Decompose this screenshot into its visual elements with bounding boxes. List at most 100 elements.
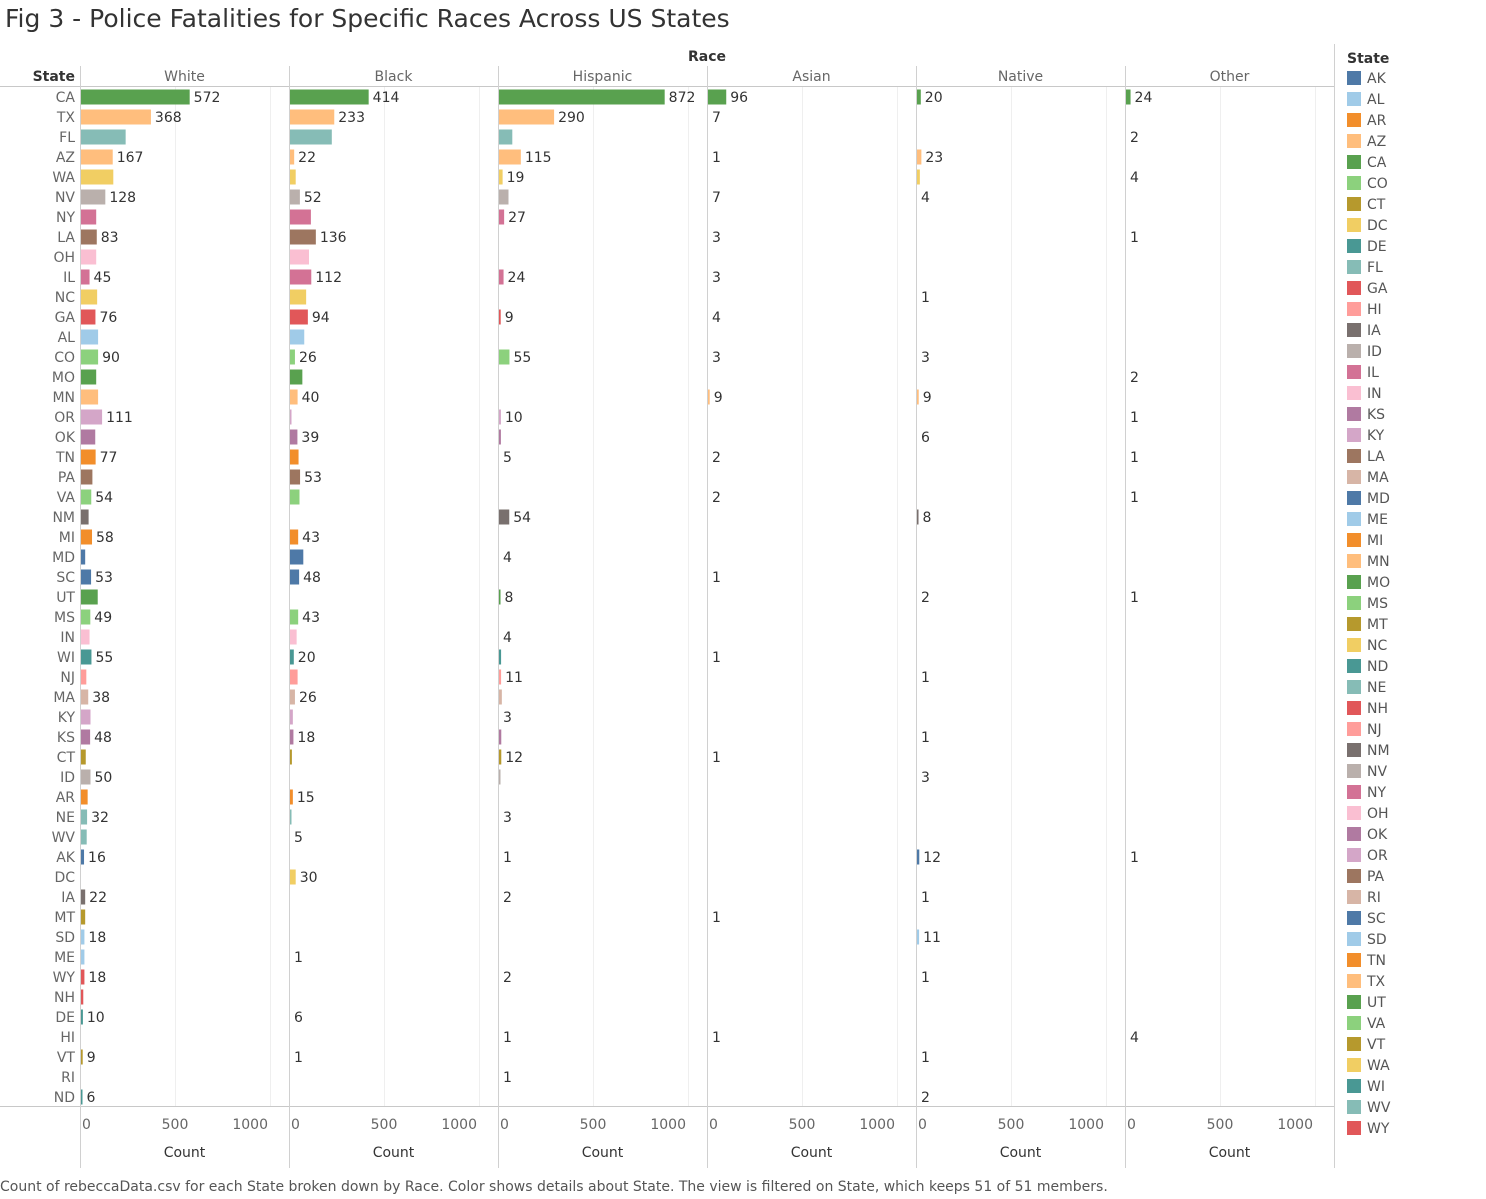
legend-item-vt[interactable]: VT (1347, 1035, 1390, 1056)
legend-item-nv[interactable]: NV (1347, 762, 1390, 783)
legend-item-mt[interactable]: MT (1347, 615, 1390, 636)
legend-item-la[interactable]: LA (1347, 447, 1390, 468)
legend-swatch (1347, 554, 1361, 568)
legend-item-al[interactable]: AL (1347, 90, 1390, 111)
legend-item-oh[interactable]: OH (1347, 804, 1390, 825)
legend-item-ar[interactable]: AR (1347, 111, 1390, 132)
legend-item-co[interactable]: CO (1347, 174, 1390, 195)
legend-label: TN (1367, 953, 1387, 969)
legend-item-wi[interactable]: WI (1347, 1077, 1390, 1098)
data-label: 1 (712, 750, 721, 766)
legend-item-id[interactable]: ID (1347, 342, 1390, 363)
data-label: 1 (921, 1050, 930, 1066)
legend-label: AL (1367, 92, 1385, 108)
x-axis-title: Count (1209, 1145, 1251, 1161)
state-label-wi: WI (57, 650, 75, 666)
state-label-ky: KY (58, 710, 76, 726)
legend-item-ia[interactable]: IA (1347, 321, 1390, 342)
data-label: 11 (505, 670, 523, 686)
data-label: 2 (503, 970, 512, 986)
legend-item-tx[interactable]: TX (1347, 972, 1390, 993)
legend-item-pa[interactable]: PA (1347, 867, 1390, 888)
legend-label: HI (1367, 302, 1382, 318)
bar-white-tn (81, 449, 96, 465)
data-label: 4 (503, 550, 512, 566)
legend-item-wv[interactable]: WV (1347, 1098, 1390, 1119)
bar-white-vt (81, 1049, 83, 1065)
legend-item-il[interactable]: IL (1347, 363, 1390, 384)
legend-item-ut[interactable]: UT (1347, 993, 1390, 1014)
state-label-de: DE (55, 1010, 75, 1026)
legend-item-az[interactable]: AZ (1347, 132, 1390, 153)
data-label: 10 (505, 410, 523, 426)
legend-item-ok[interactable]: OK (1347, 825, 1390, 846)
legend-item-ks[interactable]: KS (1347, 405, 1390, 426)
data-label: 54 (95, 490, 113, 506)
legend-item-ny[interactable]: NY (1347, 783, 1390, 804)
legend-item-ma[interactable]: MA (1347, 468, 1390, 489)
state-label-nd: ND (54, 1090, 75, 1106)
data-label: 368 (155, 110, 182, 126)
legend-item-mn[interactable]: MN (1347, 552, 1390, 573)
data-label: 58 (96, 530, 114, 546)
legend-swatch (1347, 197, 1361, 211)
data-label: 6 (87, 1090, 96, 1106)
legend-item-mo[interactable]: MO (1347, 573, 1390, 594)
data-label: 1 (503, 1030, 512, 1046)
bar-hispanic-tx (499, 109, 555, 125)
legend-item-sc[interactable]: SC (1347, 909, 1390, 930)
legend-item-ak[interactable]: AK (1347, 69, 1390, 90)
bar-native-az (917, 149, 922, 165)
legend-item-wa[interactable]: WA (1347, 1056, 1390, 1077)
legend-item-or[interactable]: OR (1347, 846, 1390, 867)
data-label: 5 (503, 450, 512, 466)
legend-label: GA (1367, 281, 1388, 297)
data-label: 26 (299, 690, 317, 706)
legend-item-mi[interactable]: MI (1347, 531, 1390, 552)
bar-hispanic-co (499, 349, 510, 365)
legend-item-ri[interactable]: RI (1347, 888, 1390, 909)
legend-item-ct[interactable]: CT (1347, 195, 1390, 216)
legend-item-ca[interactable]: CA (1347, 153, 1390, 174)
data-label: 6 (294, 1010, 303, 1026)
legend-item-ne[interactable]: NE (1347, 678, 1390, 699)
state-label-ar: AR (56, 790, 76, 806)
legend-item-de[interactable]: DE (1347, 237, 1390, 258)
data-label: 20 (298, 650, 316, 666)
bar-black-nv (290, 189, 300, 205)
bar-black-ks (290, 729, 294, 745)
legend-label: MT (1367, 617, 1388, 633)
legend-item-in[interactable]: IN (1347, 384, 1390, 405)
legend-swatch (1347, 995, 1361, 1009)
legend-item-ms[interactable]: MS (1347, 594, 1390, 615)
x-tick-label: 500 (371, 1117, 398, 1133)
bar-white-wa (81, 169, 114, 185)
legend-item-me[interactable]: ME (1347, 510, 1390, 531)
legend-item-ky[interactable]: KY (1347, 426, 1390, 447)
legend-item-tn[interactable]: TN (1347, 951, 1390, 972)
legend-swatch (1347, 890, 1361, 904)
legend-item-nm[interactable]: NM (1347, 741, 1390, 762)
legend-item-nc[interactable]: NC (1347, 636, 1390, 657)
legend-item-nj[interactable]: NJ (1347, 720, 1390, 741)
legend-item-fl[interactable]: FL (1347, 258, 1390, 279)
legend-item-hi[interactable]: HI (1347, 300, 1390, 321)
legend-item-va[interactable]: VA (1347, 1014, 1390, 1035)
legend-label: ND (1367, 659, 1389, 675)
legend-item-wy[interactable]: WY (1347, 1119, 1390, 1140)
state-label-ct: CT (57, 750, 76, 766)
bar-white-wi (81, 649, 92, 665)
state-label-ri: RI (61, 1070, 75, 1086)
legend-item-sd[interactable]: SD (1347, 930, 1390, 951)
legend-item-md[interactable]: MD (1347, 489, 1390, 510)
bar-black-va (290, 489, 300, 505)
legend-item-dc[interactable]: DC (1347, 216, 1390, 237)
legend-swatch (1347, 722, 1361, 736)
state-label-in: IN (60, 630, 75, 646)
state-label-ms: MS (54, 610, 75, 626)
legend-item-nd[interactable]: ND (1347, 657, 1390, 678)
state-label-oh: OH (53, 250, 75, 266)
legend-item-ga[interactable]: GA (1347, 279, 1390, 300)
data-label: 18 (88, 970, 106, 986)
legend-item-nh[interactable]: NH (1347, 699, 1390, 720)
